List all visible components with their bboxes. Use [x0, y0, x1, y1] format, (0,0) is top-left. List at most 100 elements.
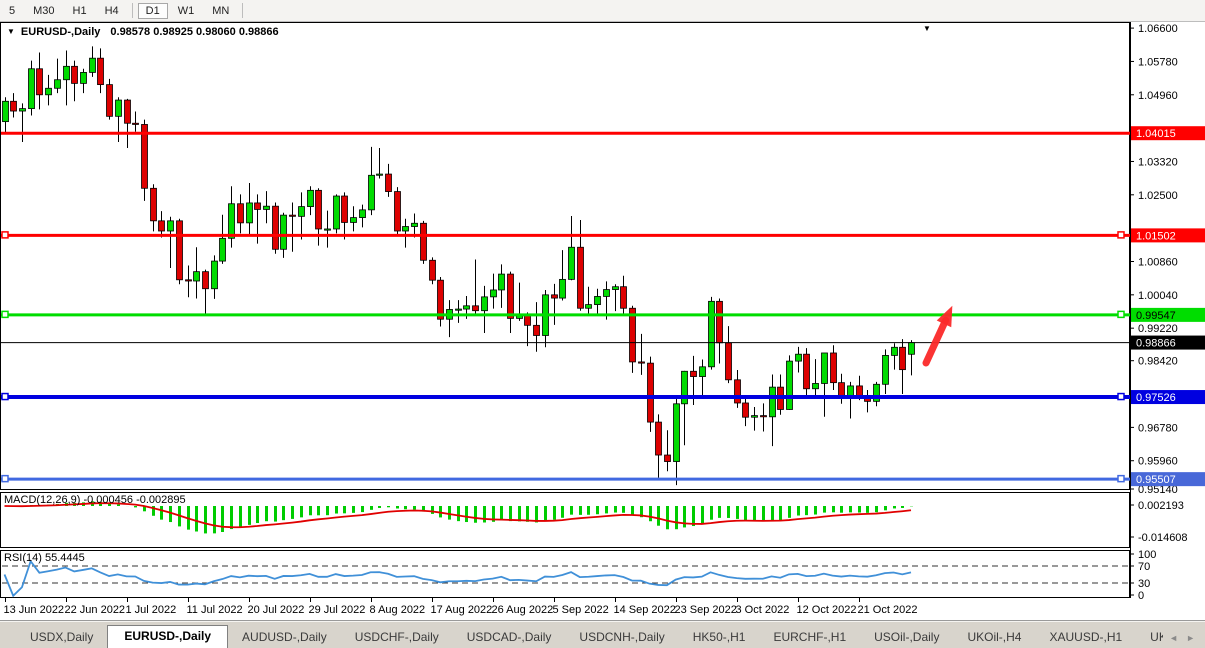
candle-body[interactable]: [202, 271, 209, 290]
hline-handle[interactable]: [1117, 392, 1125, 401]
hline-handle[interactable]: [1117, 310, 1125, 319]
candle-body[interactable]: [263, 205, 270, 210]
candle-body[interactable]: [237, 203, 244, 224]
timeframe-button-w1[interactable]: W1: [177, 4, 195, 17]
candle-body[interactable]: [158, 220, 165, 232]
tab-usdchf-daily[interactable]: USDCHF-,Daily: [354, 630, 439, 644]
candle-body[interactable]: [45, 87, 52, 96]
candle-body[interactable]: [725, 342, 732, 381]
tab-usdcnh-daily[interactable]: USDCNH-,Daily: [579, 630, 665, 644]
candle-body[interactable]: [150, 187, 157, 222]
tabs-scroll-right-icon[interactable]: ►: [1186, 633, 1195, 643]
candle-body[interactable]: [856, 385, 863, 397]
candle-body[interactable]: [124, 99, 131, 124]
candle-body[interactable]: [472, 305, 479, 312]
candle-body[interactable]: [603, 289, 610, 297]
candle-body[interactable]: [411, 222, 418, 227]
candle-body[interactable]: [385, 173, 392, 192]
candle-body[interactable]: [891, 346, 898, 356]
candle-body[interactable]: [185, 279, 192, 282]
timeframe-button-h4[interactable]: H4: [104, 4, 119, 17]
candle-body[interactable]: [873, 383, 880, 402]
candle-body[interactable]: [89, 57, 96, 73]
candle-body[interactable]: [734, 379, 741, 404]
candle-body[interactable]: [289, 214, 296, 217]
candle-body[interactable]: [341, 195, 348, 223]
symbol-dropdown-icon[interactable]: ▼: [7, 27, 15, 36]
candle-body[interactable]: [429, 259, 436, 281]
candle-body[interactable]: [612, 286, 619, 290]
trend-arrow-shaft[interactable]: [922, 316, 950, 367]
candle-body[interactable]: [359, 209, 366, 218]
candle-body[interactable]: [115, 99, 122, 117]
hline-handle[interactable]: [1, 474, 9, 483]
candle-body[interactable]: [254, 202, 261, 210]
hline-handle[interactable]: [1, 310, 9, 319]
candle-body[interactable]: [498, 273, 505, 291]
candle-body[interactable]: [132, 122, 139, 125]
candle-body[interactable]: [280, 214, 287, 250]
candle-body[interactable]: [769, 386, 776, 418]
candle-body[interactable]: [324, 228, 331, 231]
candle-body[interactable]: [10, 100, 17, 112]
candle-body[interactable]: [97, 57, 104, 86]
candle-body[interactable]: [786, 360, 793, 410]
candle-body[interactable]: [821, 352, 828, 384]
candle-body[interactable]: [71, 65, 78, 84]
candle-body[interactable]: [524, 315, 531, 326]
candle-body[interactable]: [699, 366, 706, 377]
candle-body[interactable]: [437, 279, 444, 320]
hline-handle[interactable]: [1, 231, 9, 239]
tab-usdx-daily[interactable]: USDX,Daily: [30, 630, 94, 644]
candle-body[interactable]: [751, 415, 758, 418]
candle-body[interactable]: [19, 108, 26, 112]
candle-body[interactable]: [533, 324, 540, 336]
candle-body[interactable]: [673, 403, 680, 462]
candle-body[interactable]: [176, 220, 183, 281]
timeframe-button-5[interactable]: 5: [9, 4, 16, 17]
candle-body[interactable]: [812, 383, 819, 390]
candle-body[interactable]: [507, 273, 514, 319]
candle-body[interactable]: [106, 84, 113, 117]
rsi-line[interactable]: [3, 559, 912, 598]
candle-body[interactable]: [394, 191, 401, 232]
candle-body[interactable]: [716, 300, 723, 344]
candle-body[interactable]: [620, 286, 627, 309]
candle-body[interactable]: [742, 402, 749, 418]
candle-body[interactable]: [899, 346, 906, 371]
candle-body[interactable]: [402, 226, 409, 232]
hline-handle[interactable]: [1117, 474, 1125, 483]
hline-handle[interactable]: [1, 392, 9, 401]
candle-body[interactable]: [577, 246, 584, 309]
candle-body[interactable]: [2, 100, 9, 123]
candle-body[interactable]: [708, 300, 715, 368]
candle-body[interactable]: [463, 305, 470, 310]
candle-body[interactable]: [908, 342, 915, 355]
candle-body[interactable]: [141, 124, 148, 189]
tab-usoil-daily[interactable]: USOil-,Daily: [874, 630, 940, 644]
candle-body[interactable]: [376, 173, 383, 176]
candle-body[interactable]: [36, 68, 43, 96]
tab-audusd-daily[interactable]: AUDUSD-,Daily: [242, 630, 327, 644]
tabs-scroll-left-icon[interactable]: ◄: [1169, 633, 1179, 643]
tab-ukoil-daily[interactable]: UKOil-,Daily: [1150, 630, 1164, 644]
candle-body[interactable]: [167, 220, 174, 232]
candle-body[interactable]: [315, 189, 322, 230]
candle-body[interactable]: [490, 289, 497, 298]
trend-arrow-head[interactable]: [936, 305, 953, 328]
candle-body[interactable]: [219, 237, 226, 262]
candle-body[interactable]: [647, 362, 654, 423]
candle-body[interactable]: [585, 304, 592, 309]
candle-body[interactable]: [333, 195, 340, 230]
candle-body[interactable]: [803, 353, 810, 390]
candle-body[interactable]: [272, 205, 279, 250]
candle-body[interactable]: [420, 222, 427, 261]
candle-body[interactable]: [594, 296, 601, 305]
hline-handle[interactable]: [1117, 231, 1125, 239]
candle-body[interactable]: [63, 65, 70, 81]
candle-body[interactable]: [246, 202, 253, 224]
tab-eurchf-h1[interactable]: EURCHF-,H1: [773, 630, 847, 644]
candle-body[interactable]: [481, 296, 488, 312]
candle-body[interactable]: [795, 353, 802, 362]
